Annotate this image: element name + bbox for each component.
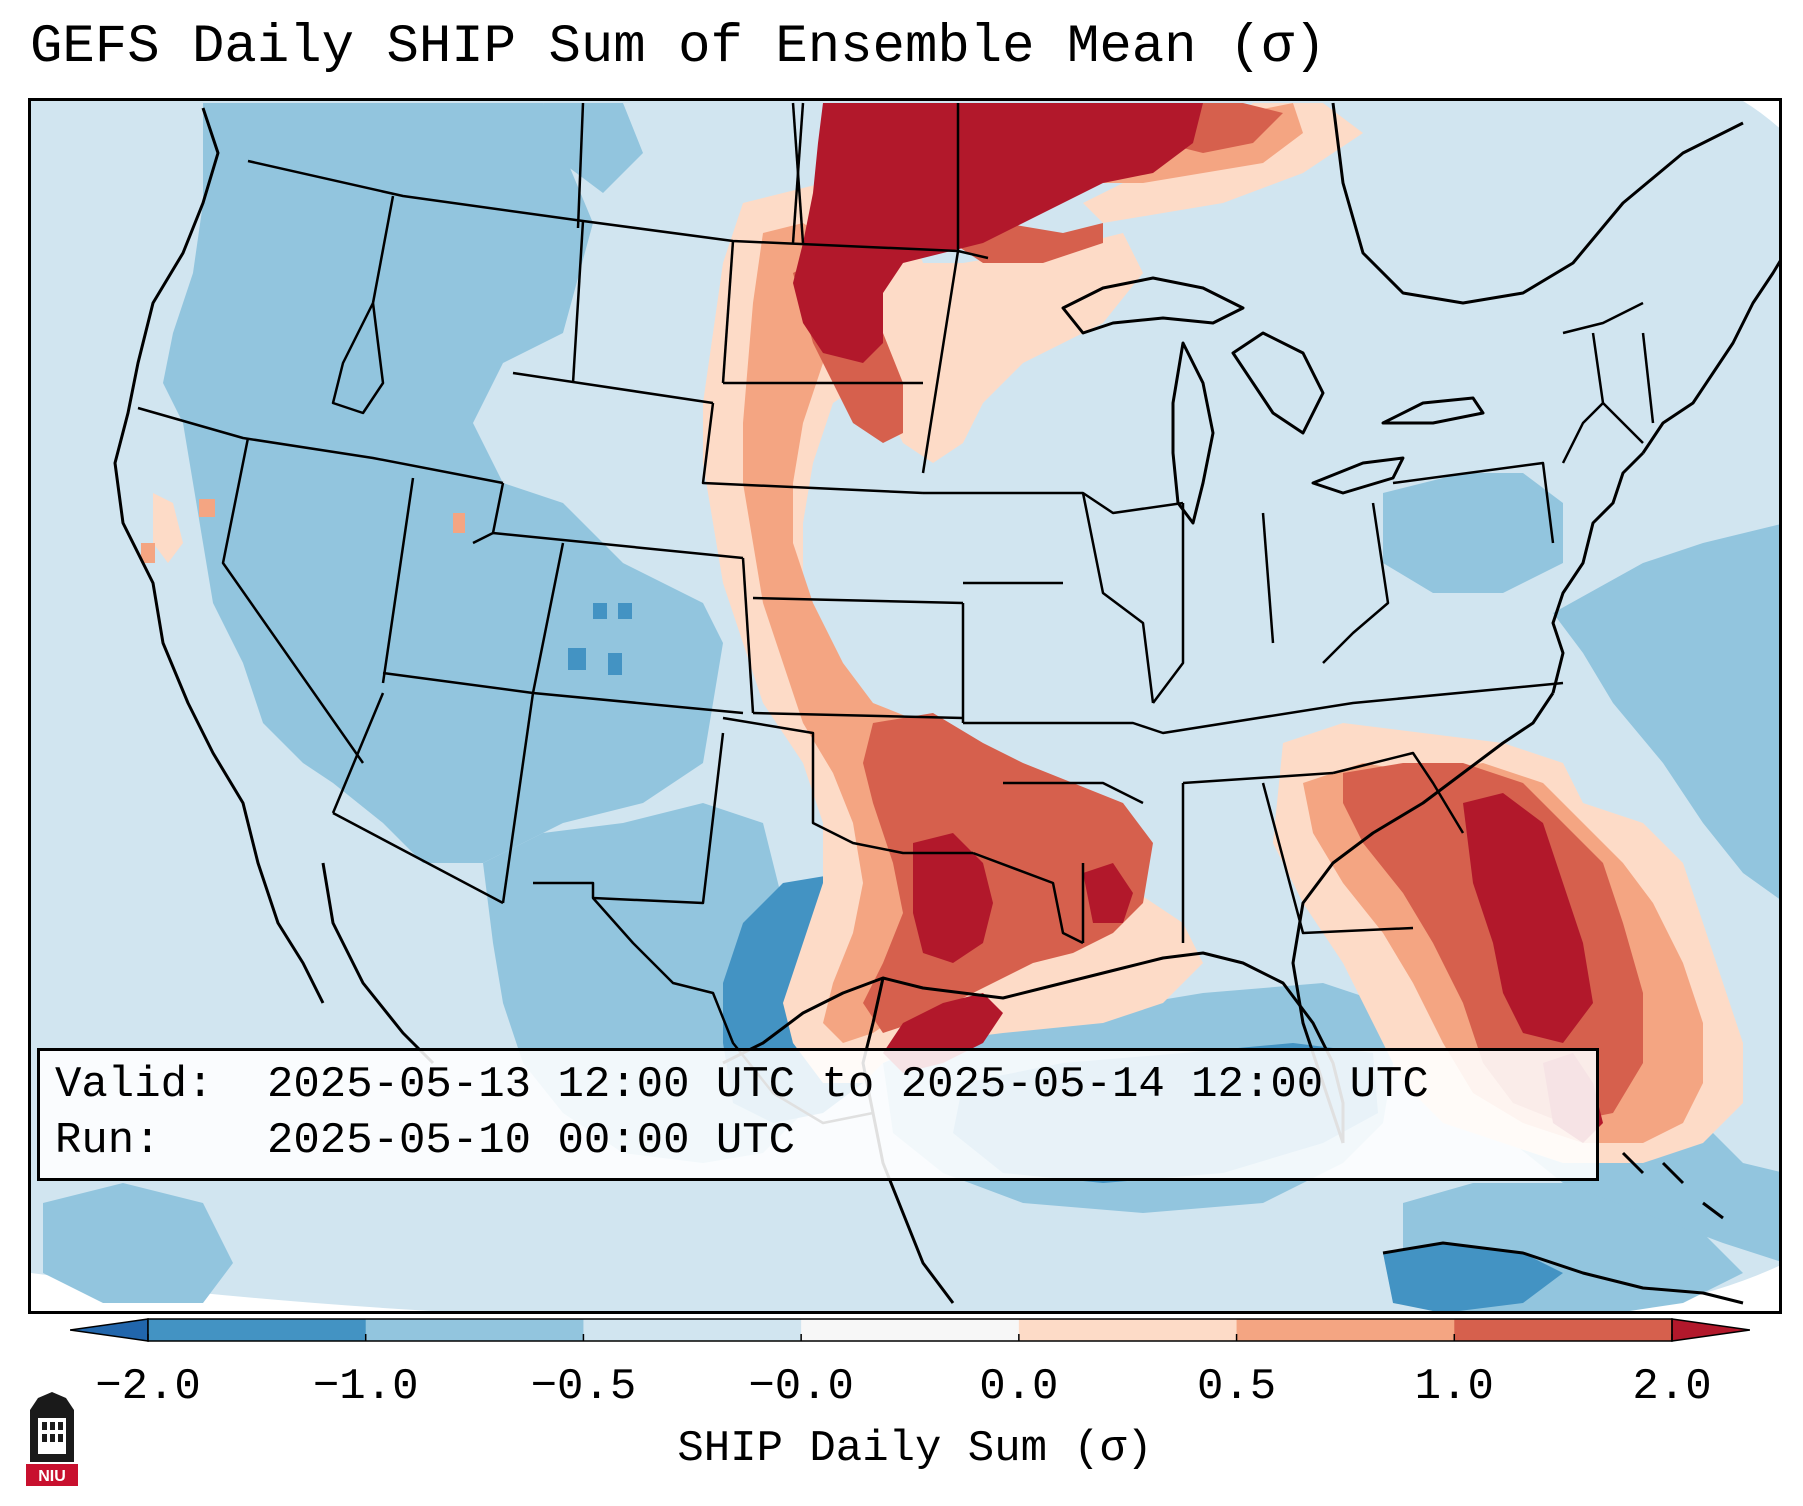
colorbar-bin <box>1018 1319 1238 1341</box>
valid-row: Valid: 2025-05-13 12:00 UTC to 2025-05-14… <box>55 1057 1596 1113</box>
colorbar-tick-label: 0.5 <box>1196 1362 1277 1412</box>
colorbar-bin <box>1236 1319 1455 1341</box>
colorbar-bin <box>801 1319 1020 1341</box>
map-title: GEFS Daily SHIP Sum of Ensemble Mean (σ) <box>30 17 1327 78</box>
run-row: Run: 2025-05-10 00:00 UTC <box>55 1113 1596 1169</box>
logo-text: NIU <box>38 1468 66 1485</box>
colorbar-outline <box>147 1318 1673 1342</box>
colorbar-tick-label: −0.5 <box>530 1362 637 1412</box>
colorbar <box>70 1318 1750 1342</box>
colorbar-tick-label: −1.0 <box>312 1362 419 1412</box>
projection-edge <box>1627 1265 1779 1311</box>
colorbar-over-arrow <box>1671 1318 1750 1342</box>
colorbar-bin <box>365 1319 584 1341</box>
colorbar-tick-label: 1.0 <box>1414 1362 1494 1412</box>
colorbar-bin <box>583 1319 802 1341</box>
niu-logo: NIU <box>26 1392 78 1486</box>
coastlines <box>113 102 1779 1305</box>
info-box: Valid: 2025-05-13 12:00 UTC to 2025-05-14… <box>37 1048 1599 1181</box>
colorbar-tick-label: 0.0 <box>979 1362 1059 1412</box>
colorbar-tick-label: −0.0 <box>748 1362 854 1412</box>
colorbar-bin <box>1454 1319 1673 1341</box>
colorbar-bin <box>148 1319 367 1341</box>
run-label: Run: <box>55 1116 161 1166</box>
state-borders <box>137 102 1655 1125</box>
valid-label: Valid: <box>55 1060 214 1110</box>
colorbar-tick-label: −2.0 <box>95 1362 201 1412</box>
colorbar-label: SHIP Daily Sum (σ) <box>677 1424 1153 1474</box>
run-value: 2025-05-10 00:00 UTC <box>267 1116 796 1166</box>
projection-edge <box>1743 101 1779 128</box>
colorbar-under-arrow <box>70 1318 149 1342</box>
valid-value: 2025-05-13 12:00 UTC to 2025-05-14 12:00… <box>267 1060 1429 1110</box>
colorbar-tick-label: 2.0 <box>1632 1362 1712 1412</box>
